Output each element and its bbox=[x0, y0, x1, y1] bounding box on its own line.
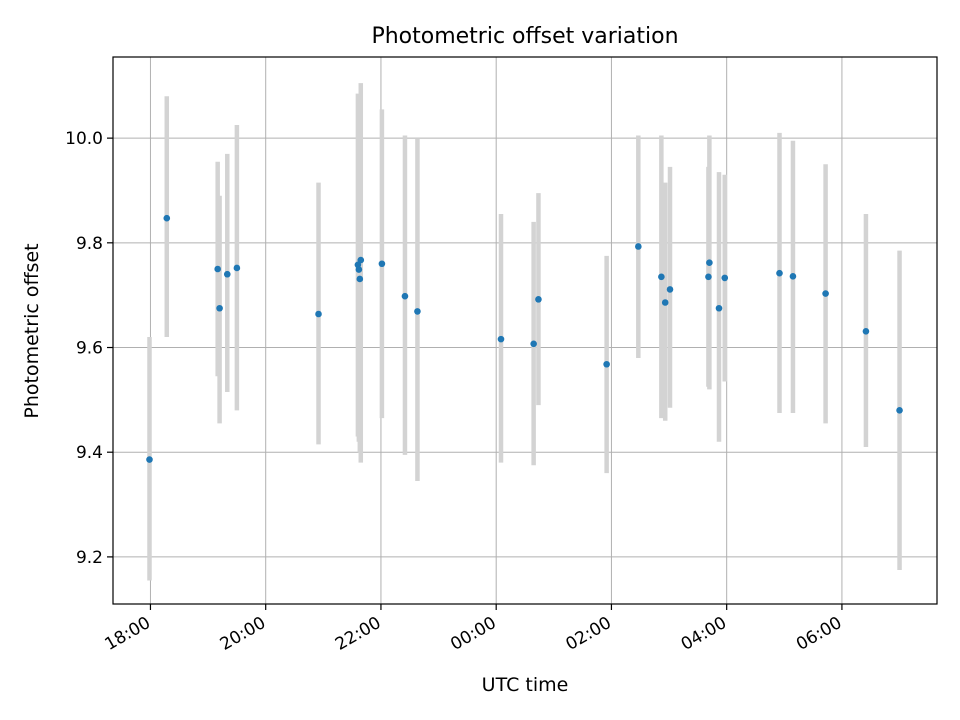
data-point bbox=[315, 310, 322, 318]
data-point bbox=[862, 327, 870, 335]
y-axis-ticks: 9.2 9.4 9.6 9.8 10.0 bbox=[65, 129, 113, 568]
data-point bbox=[163, 214, 171, 222]
data-point bbox=[661, 299, 669, 306]
plot-frame bbox=[112, 56, 938, 605]
data-point bbox=[789, 273, 797, 280]
data-point bbox=[721, 274, 729, 282]
data-point bbox=[414, 308, 421, 315]
data-point bbox=[822, 290, 829, 297]
data-point bbox=[715, 304, 723, 312]
data-point bbox=[635, 243, 642, 250]
data-point bbox=[233, 264, 241, 272]
data-point bbox=[530, 340, 537, 348]
y-tick-label: 9.6 bbox=[76, 339, 103, 359]
y-tick-label: 9.2 bbox=[76, 548, 103, 568]
data-point bbox=[401, 292, 409, 300]
y-tick-label: 10.0 bbox=[65, 129, 103, 149]
data-point bbox=[706, 259, 713, 267]
data-point bbox=[497, 335, 505, 343]
y-tick-label: 9.4 bbox=[76, 443, 103, 463]
data-point bbox=[666, 286, 674, 293]
y-axis-label: Photometric offset bbox=[21, 243, 43, 418]
data-point bbox=[356, 275, 364, 283]
data-point bbox=[896, 407, 903, 414]
data-point bbox=[535, 296, 542, 303]
data-point bbox=[146, 456, 153, 463]
data-point bbox=[603, 360, 610, 368]
data-points bbox=[146, 214, 903, 463]
chart-title: Photometric offset variation bbox=[371, 24, 678, 49]
data-point bbox=[776, 269, 783, 277]
data-point bbox=[216, 304, 223, 312]
data-point bbox=[214, 265, 221, 273]
data-point bbox=[378, 260, 386, 268]
data-point bbox=[223, 270, 231, 278]
data-point bbox=[705, 273, 712, 281]
data-point bbox=[357, 256, 365, 264]
y-tick-label: 9.8 bbox=[76, 234, 103, 254]
data-point bbox=[355, 266, 363, 273]
x-axis-label: UTC time bbox=[482, 674, 569, 696]
data-point bbox=[658, 273, 665, 281]
